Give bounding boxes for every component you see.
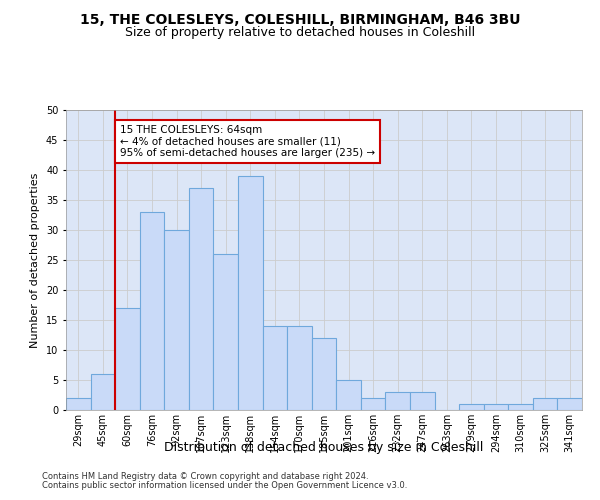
Bar <box>385 392 410 410</box>
Bar <box>66 398 91 410</box>
Text: Distribution of detached houses by size in Coleshill: Distribution of detached houses by size … <box>164 441 484 454</box>
Bar <box>557 398 582 410</box>
Bar <box>312 338 336 410</box>
Bar <box>263 326 287 410</box>
Bar <box>140 212 164 410</box>
Bar <box>336 380 361 410</box>
Bar <box>410 392 434 410</box>
Bar <box>459 404 484 410</box>
Bar <box>361 398 385 410</box>
Bar <box>238 176 263 410</box>
Text: Contains HM Land Registry data © Crown copyright and database right 2024.: Contains HM Land Registry data © Crown c… <box>42 472 368 481</box>
Text: Contains public sector information licensed under the Open Government Licence v3: Contains public sector information licen… <box>42 481 407 490</box>
Bar <box>214 254 238 410</box>
Text: 15, THE COLESLEYS, COLESHILL, BIRMINGHAM, B46 3BU: 15, THE COLESLEYS, COLESHILL, BIRMINGHAM… <box>80 12 520 26</box>
Bar <box>164 230 189 410</box>
Bar <box>533 398 557 410</box>
Bar <box>115 308 140 410</box>
Bar <box>189 188 214 410</box>
Bar <box>287 326 312 410</box>
Bar <box>508 404 533 410</box>
Bar <box>484 404 508 410</box>
Y-axis label: Number of detached properties: Number of detached properties <box>31 172 40 348</box>
Bar <box>91 374 115 410</box>
Text: 15 THE COLESLEYS: 64sqm
← 4% of detached houses are smaller (11)
95% of semi-det: 15 THE COLESLEYS: 64sqm ← 4% of detached… <box>120 125 375 158</box>
Text: Size of property relative to detached houses in Coleshill: Size of property relative to detached ho… <box>125 26 475 39</box>
